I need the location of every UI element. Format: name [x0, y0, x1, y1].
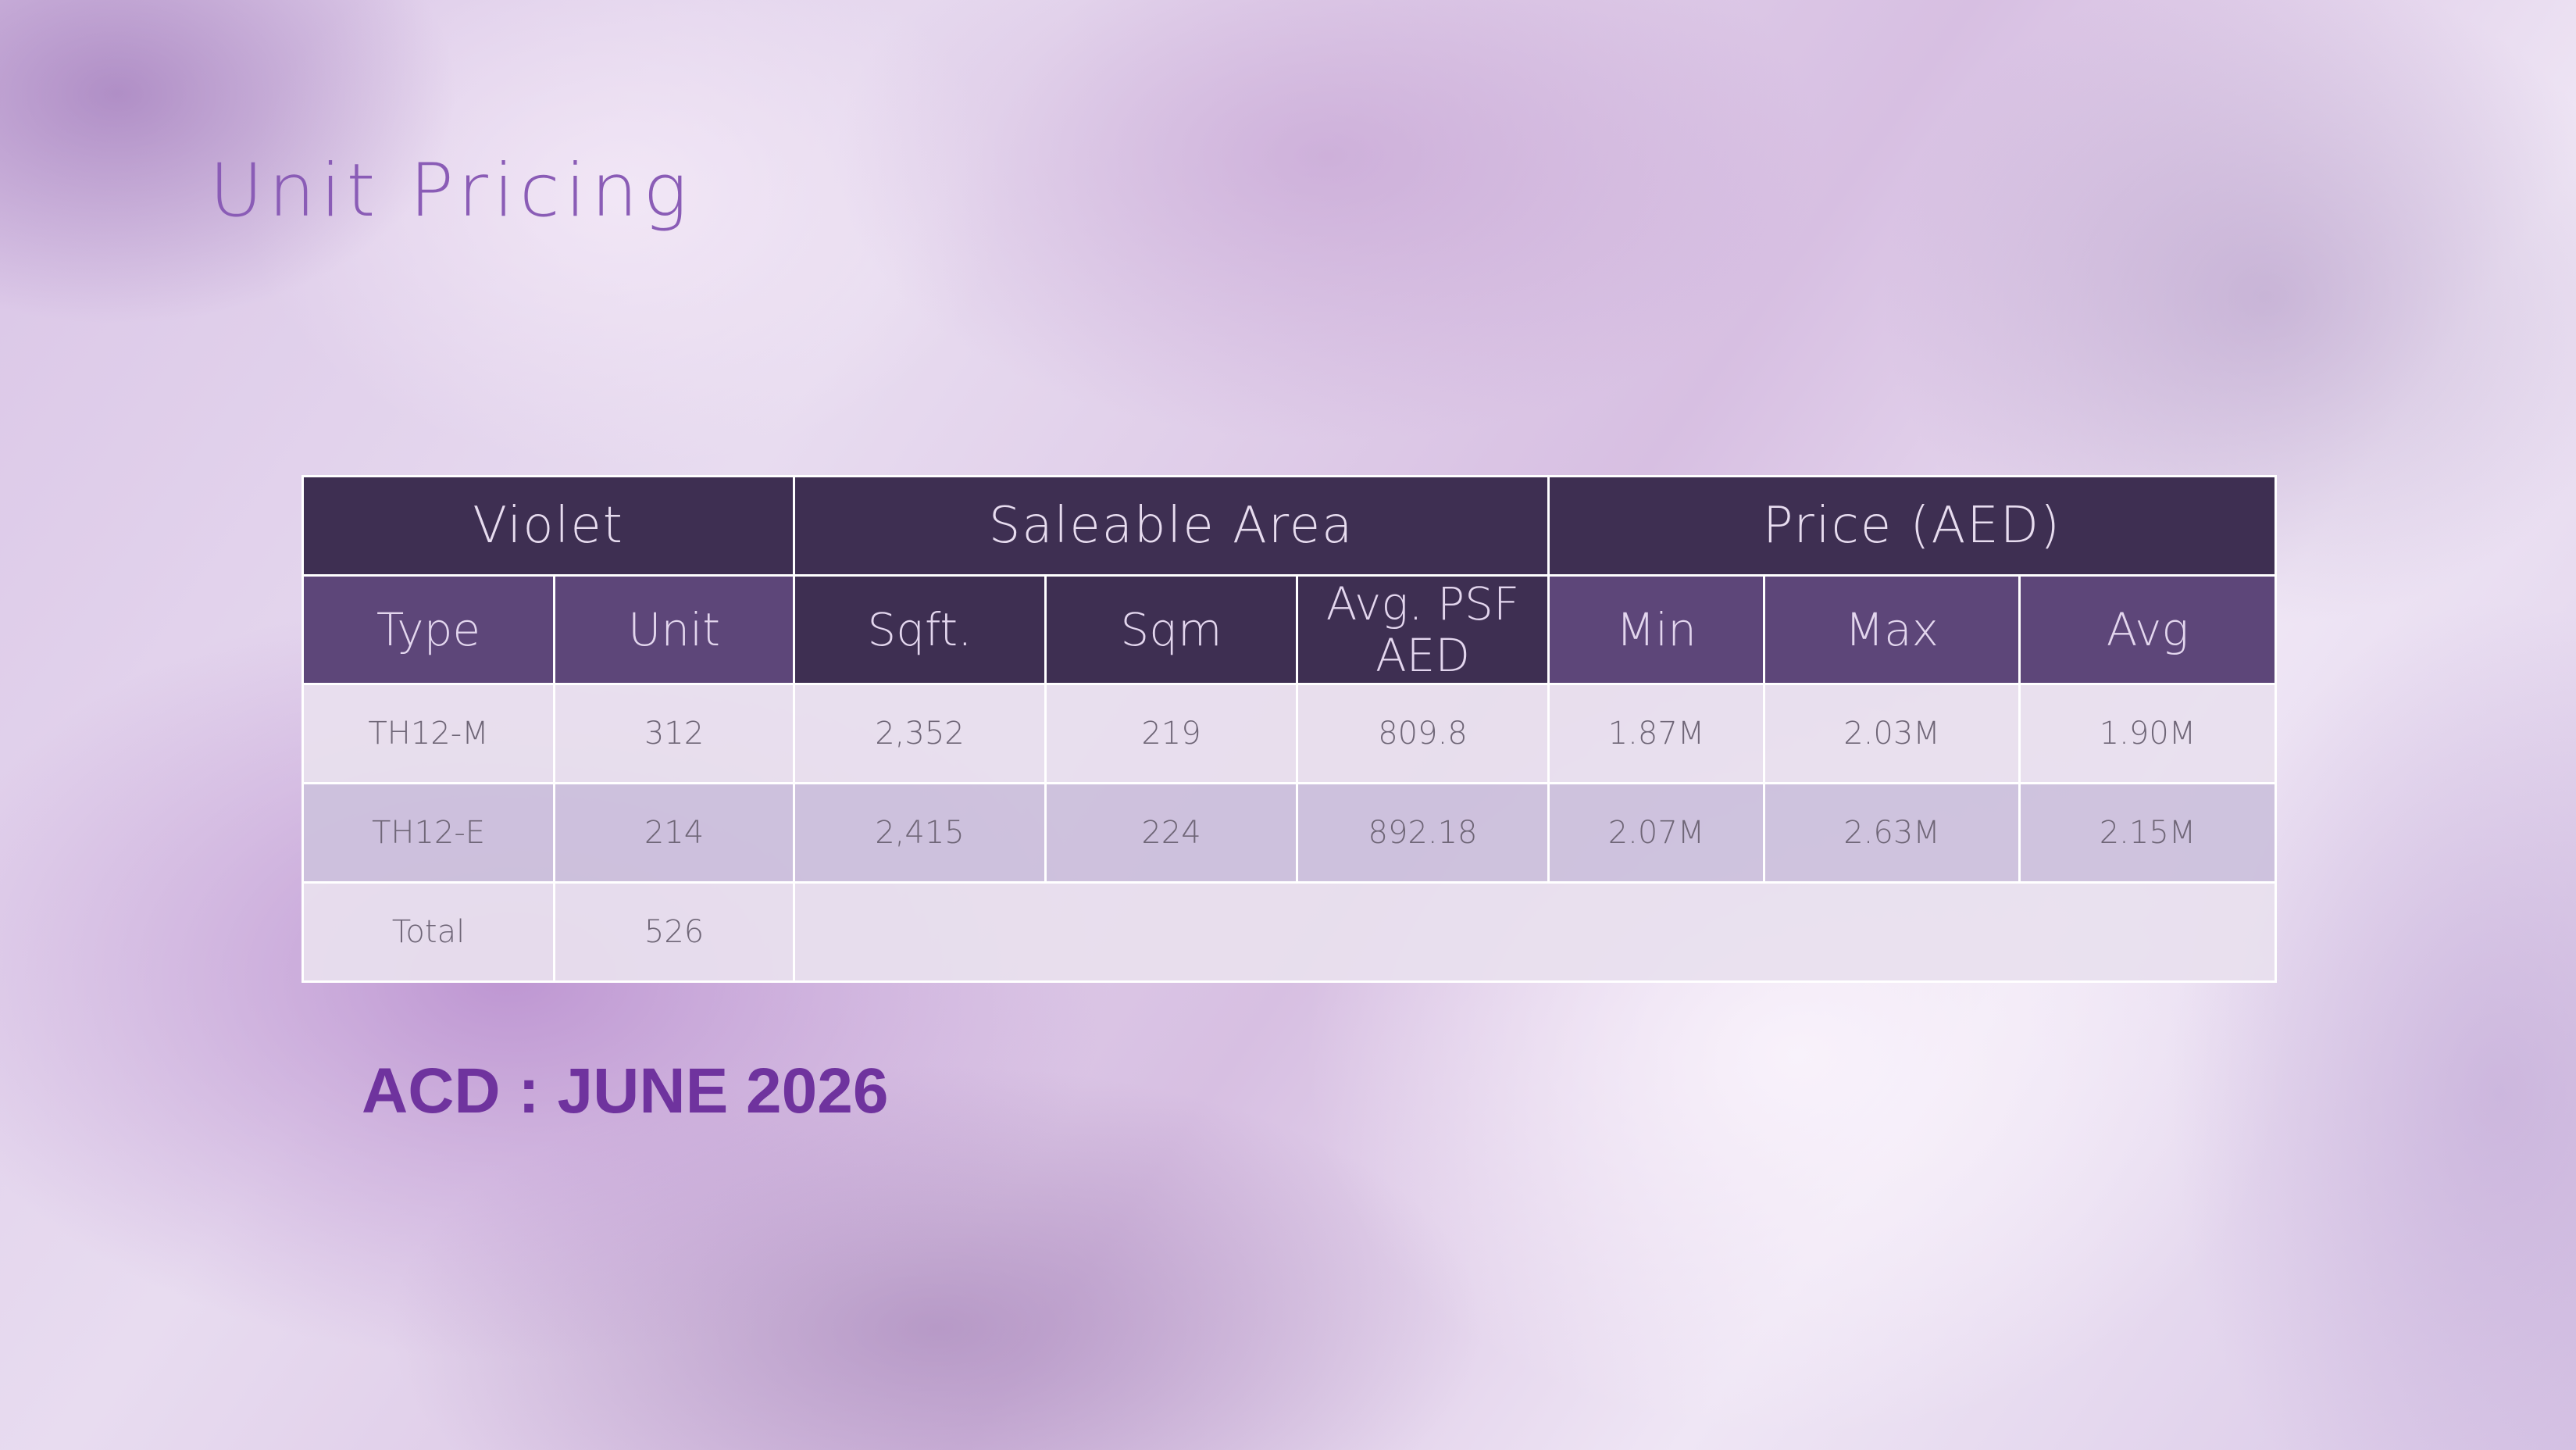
column-header-avg-psf: Avg. PSF AED	[1296, 574, 1550, 685]
cell-min: 1.87M	[1547, 683, 1765, 784]
acd-date-note: ACD : JUNE 2026	[362, 1055, 889, 1127]
cell-total-unit: 526	[553, 881, 795, 983]
cell-unit: 312	[553, 683, 795, 784]
table-column-header-row: Type Unit Sqft. Sqm Avg. PSF AED Min Max…	[301, 574, 2278, 685]
column-header-max: Max	[1763, 574, 2021, 685]
cell-avg-psf: 809.8	[1296, 683, 1550, 784]
group-header-price: Price (AED)	[1547, 475, 2278, 577]
cell-type: TH12-M	[301, 683, 555, 784]
table-total-row: Total 526	[301, 881, 2278, 983]
cell-avg: 2.15M	[2018, 782, 2278, 884]
table-row: TH12-E 214 2,415 224 892.18 2.07M 2.63M …	[301, 782, 2278, 884]
cell-total-blank	[792, 881, 2278, 983]
column-header-unit: Unit	[553, 574, 795, 685]
cell-max: 2.63M	[1763, 782, 2021, 884]
table-group-header-row: Violet Saleable Area Price (AED)	[301, 475, 2278, 577]
unit-pricing-table: Violet Saleable Area Price (AED) Type Un…	[301, 475, 2278, 983]
group-header-saleable-area: Saleable Area	[793, 475, 1550, 577]
column-header-sqm: Sqm	[1044, 574, 1298, 685]
column-header-avg: Avg	[2018, 574, 2278, 685]
column-header-type: Type	[301, 574, 555, 685]
cell-min: 2.07M	[1547, 782, 1765, 884]
cell-sqft: 2,415	[793, 782, 1047, 884]
cell-max: 2.03M	[1763, 683, 2021, 784]
column-header-min: Min	[1547, 574, 1765, 685]
cell-total-label: Total	[301, 881, 555, 983]
cell-sqm: 219	[1044, 683, 1298, 784]
cell-avg-psf: 892.18	[1296, 782, 1550, 884]
page-title: Unit Pricing	[209, 148, 693, 234]
column-header-sqft: Sqft.	[793, 574, 1047, 685]
cell-avg: 1.90M	[2018, 683, 2278, 784]
column-header-avg-psf-line2: AED	[1375, 629, 1470, 682]
cell-unit: 214	[553, 782, 795, 884]
table-row: TH12-M 312 2,352 219 809.8 1.87M 2.03M 1…	[301, 683, 2278, 784]
cell-type: TH12-E	[301, 782, 555, 884]
cell-sqm: 224	[1044, 782, 1298, 884]
cell-sqft: 2,352	[793, 683, 1047, 784]
group-header-project: Violet	[301, 475, 795, 577]
column-header-avg-psf-line1: Avg. PSF	[1325, 577, 1520, 630]
